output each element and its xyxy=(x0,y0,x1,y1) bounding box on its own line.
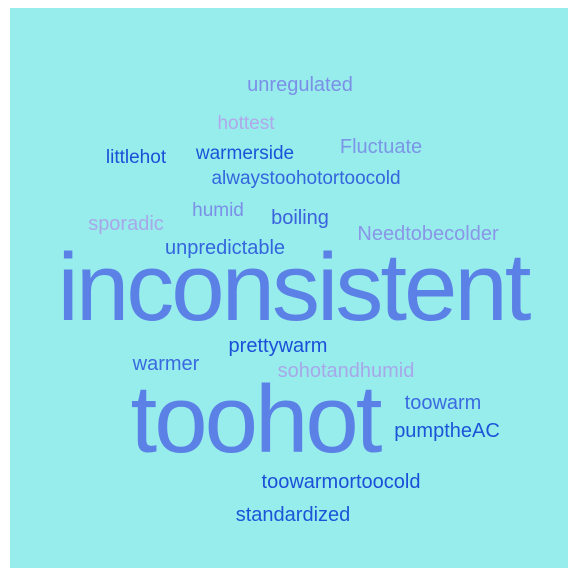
word: toohot xyxy=(131,366,382,473)
word: boiling xyxy=(271,207,329,229)
word: toowarmortoocold xyxy=(262,471,421,493)
word: inconsistent xyxy=(58,234,531,341)
word: unpredictable xyxy=(165,237,285,259)
word: pumptheAC xyxy=(394,420,500,442)
word: hottest xyxy=(217,113,275,134)
word: Needtobecolder xyxy=(357,223,499,245)
word: standardized xyxy=(236,504,351,526)
background xyxy=(10,8,568,568)
word: toowarm xyxy=(405,392,482,414)
word: prettywarm xyxy=(229,335,328,357)
word: alwaystoohotortoocold xyxy=(211,168,400,189)
word: sporadic xyxy=(88,213,164,235)
word: unregulated xyxy=(247,74,353,96)
word: warmerside xyxy=(195,143,294,164)
word: littlehot xyxy=(106,147,167,168)
word: Fluctuate xyxy=(340,136,422,158)
word: sohotandhumid xyxy=(278,360,415,382)
word: warmer xyxy=(132,353,200,375)
word: humid xyxy=(192,200,244,221)
